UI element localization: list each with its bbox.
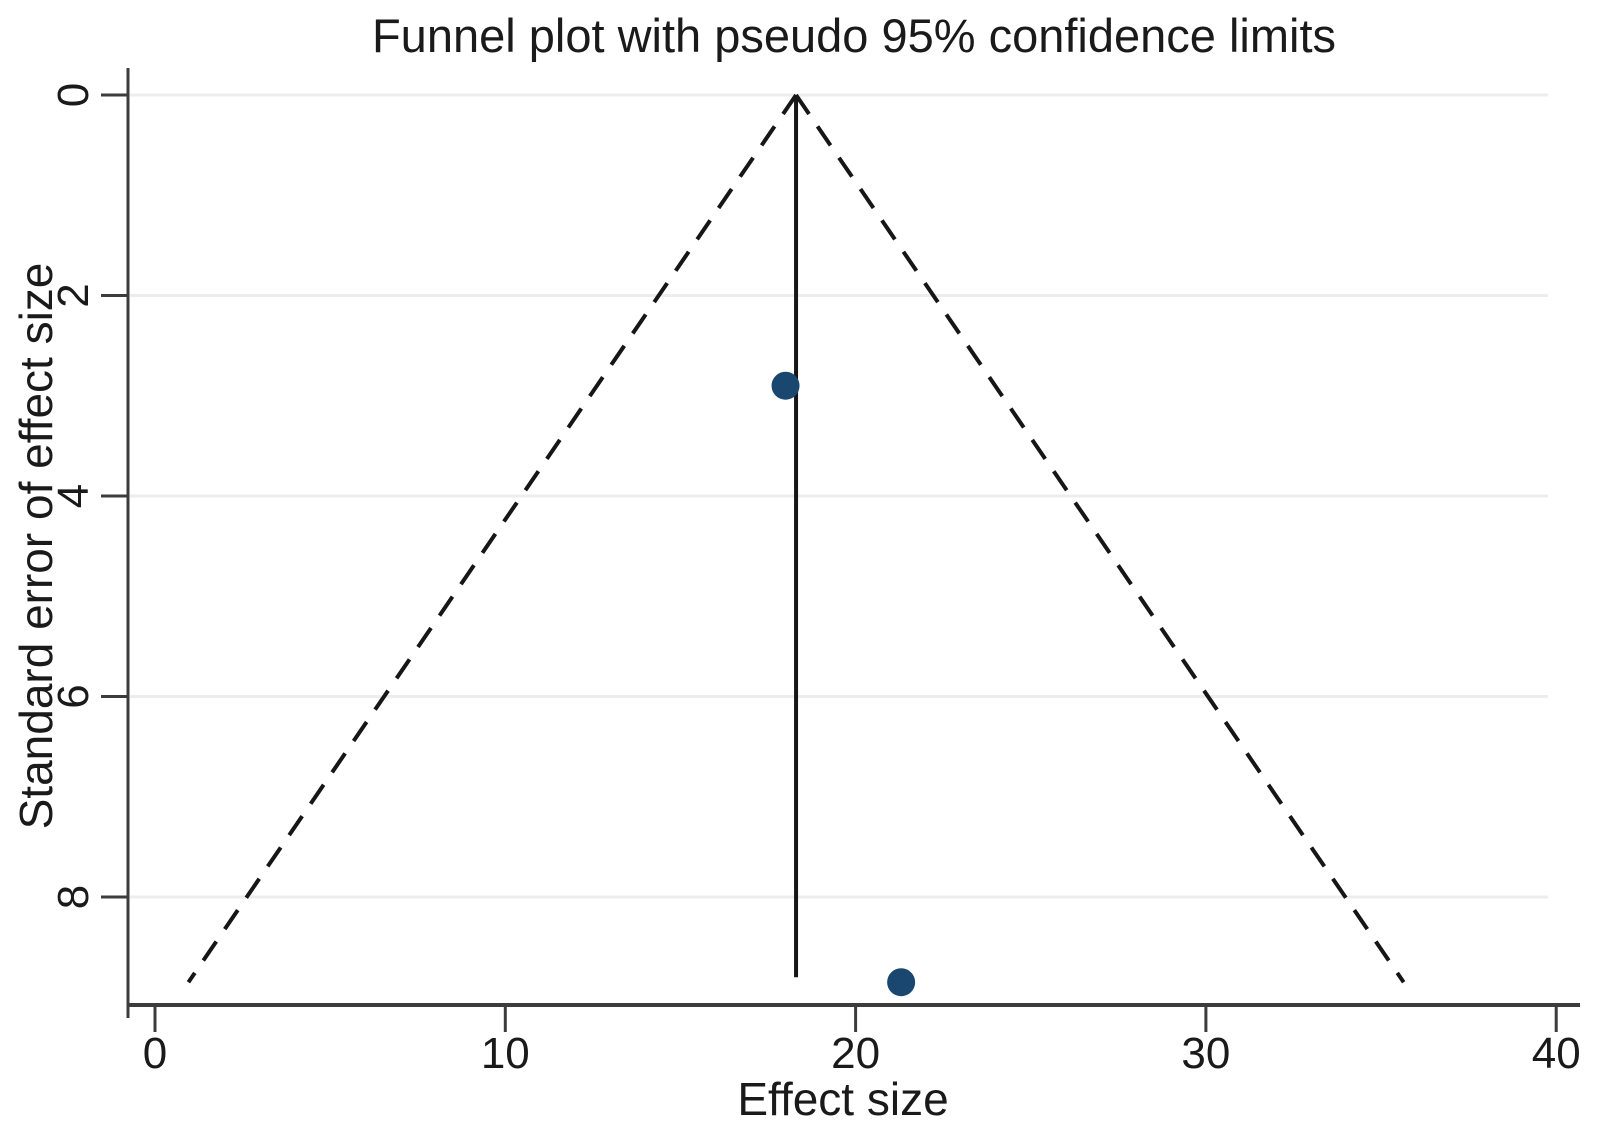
study-point — [771, 371, 800, 400]
funnel-left-limit-line — [186, 93, 798, 984]
y-tick-label: 6 — [49, 684, 98, 708]
x-tick-label: 30 — [1181, 1029, 1230, 1078]
study-point — [887, 968, 916, 997]
y-tick-label: 2 — [49, 283, 98, 307]
y-tick-label: 0 — [49, 83, 98, 107]
chart-title: Funnel plot with pseudo 95% confidence l… — [371, 9, 1337, 62]
x-tick-label: 40 — [1532, 1029, 1581, 1078]
x-tick-label: 20 — [831, 1029, 880, 1078]
y-tick-label: 4 — [49, 484, 98, 508]
y-tick-label: 8 — [49, 885, 98, 909]
funnel-right-limit-line — [794, 93, 1406, 984]
x-axis-label: Effect size — [737, 1073, 949, 1122]
x-tick-label: 10 — [481, 1029, 530, 1078]
y-axis-label: Standard error of effect size — [10, 262, 62, 830]
x-tick-label: 0 — [143, 1029, 167, 1078]
